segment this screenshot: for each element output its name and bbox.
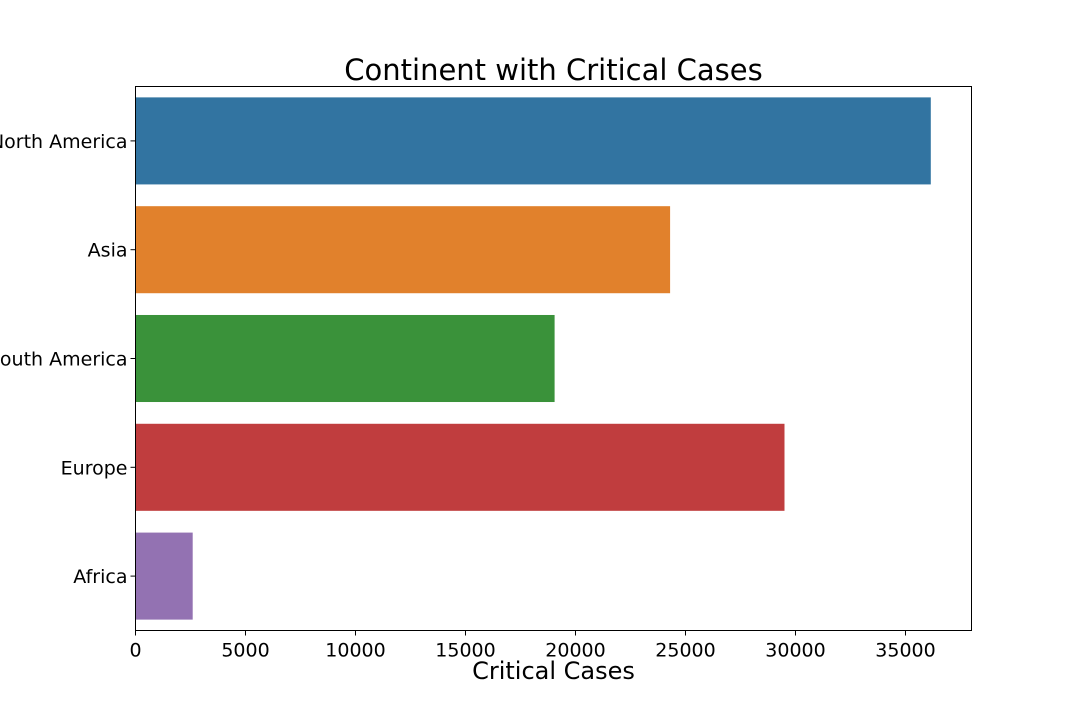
x-tick-label-0: 0 <box>129 640 141 662</box>
y-tick-label-europe: Europe <box>61 457 128 479</box>
x-axis-ticks: 0 5000 10000 15000 20000 25000 30000 35000 <box>129 630 936 662</box>
bar-asia <box>135 206 671 294</box>
bar-africa <box>135 532 193 620</box>
y-tick-label-south-america: South America <box>0 349 128 371</box>
plot-area-frame <box>135 86 972 631</box>
x-tick-label-25000: 25000 <box>655 640 715 662</box>
chart-title: Continent with Critical Cases <box>344 53 762 87</box>
bar-north-america <box>135 97 931 185</box>
bar-south-america <box>135 314 555 403</box>
x-tick-label-30000: 30000 <box>765 640 825 662</box>
x-tick-label-15000: 15000 <box>435 640 495 662</box>
x-tick-label-10000: 10000 <box>325 640 385 662</box>
x-axis-label: Critical Cases <box>472 657 635 685</box>
y-tick-label-asia: Asia <box>88 240 128 262</box>
x-tick-label-20000: 20000 <box>545 640 605 662</box>
x-tick-label-35000: 35000 <box>875 640 935 662</box>
bar-europe <box>135 423 785 511</box>
y-tick-label-africa: Africa <box>73 566 127 588</box>
y-tick-label-north-america: North America <box>0 131 128 153</box>
bars-group <box>135 97 931 620</box>
x-tick-label-5000: 5000 <box>221 640 269 662</box>
y-axis-ticks: North America Asia South America Europe Afri… <box>0 131 136 588</box>
